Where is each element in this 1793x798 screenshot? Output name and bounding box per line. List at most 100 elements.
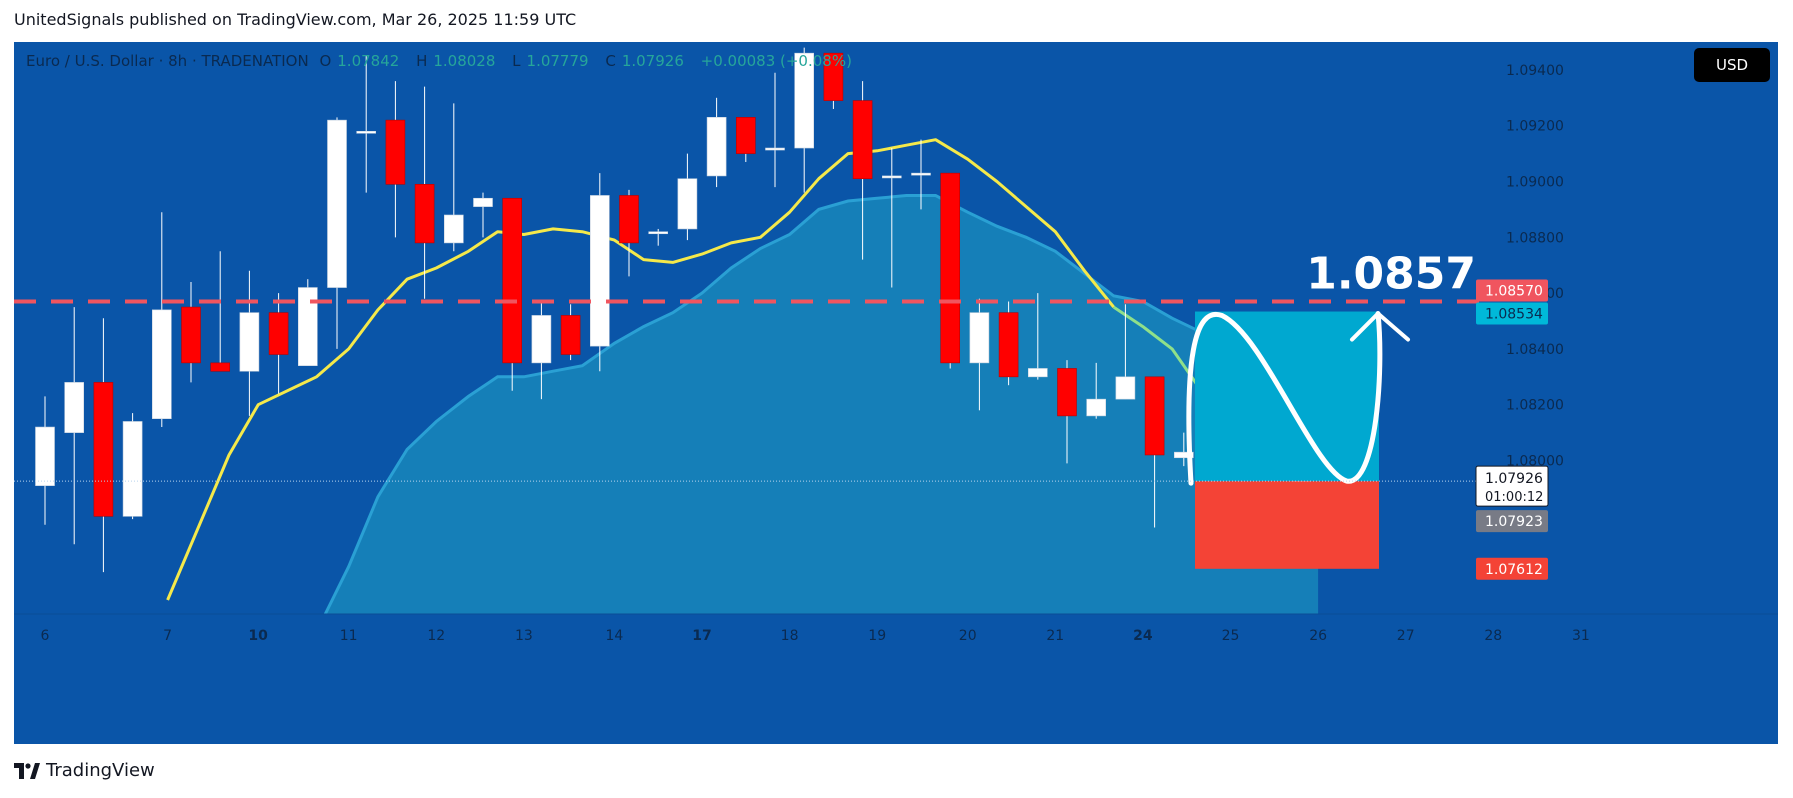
candle-up[interactable] (1086, 398, 1106, 417)
candle-down[interactable] (385, 119, 406, 185)
tradingview-logo-icon (14, 762, 40, 779)
x-tick-label: 20 (959, 628, 977, 644)
candle-down[interactable] (560, 315, 581, 355)
currency-button[interactable]: USD (1694, 48, 1770, 82)
candle-up[interactable] (35, 426, 55, 486)
y-tick-label: 1.08000 (1506, 454, 1564, 470)
candle-down[interactable] (619, 195, 639, 244)
candle-up[interactable] (881, 175, 902, 179)
countdown-label: 01:00:12 (1485, 490, 1543, 505)
x-tick-label: 10 (248, 628, 268, 644)
projection-curve (1186, 311, 1383, 486)
symbol-title[interactable]: Euro / U.S. Dollar · 8h · TRADENATION (26, 52, 309, 70)
candle-up[interactable] (122, 421, 143, 517)
candle-up[interactable] (239, 312, 260, 372)
candle-down[interactable] (998, 312, 1019, 378)
candle-up[interactable] (443, 214, 464, 244)
candle-down[interactable] (502, 197, 523, 364)
x-tick-label: 25 (1222, 628, 1240, 644)
candle-down[interactable] (93, 382, 114, 517)
candle-up[interactable] (152, 309, 172, 419)
candle-down[interactable] (1057, 368, 1077, 417)
candle-down[interactable] (210, 362, 230, 372)
candle-up[interactable] (911, 172, 931, 176)
y-tick-label: 1.08200 (1506, 398, 1564, 414)
y-tick-label: 1.08400 (1506, 342, 1564, 358)
publication-caption: UnitedSignals published on TradingView.c… (14, 10, 577, 29)
candle-up[interactable] (1115, 376, 1136, 400)
close-label: C (605, 52, 616, 70)
x-tick-label: 27 (1397, 628, 1415, 644)
price-chart[interactable]: 1.094001.092001.090001.088001.086001.084… (14, 42, 1778, 744)
candle-down[interactable] (181, 306, 201, 364)
high-value: 1.08028 (433, 52, 496, 70)
x-tick-label: 26 (1309, 628, 1327, 644)
close-value: 1.07926 (621, 52, 684, 70)
y-tick-label: 1.08800 (1506, 230, 1564, 246)
x-tick-label: 17 (692, 628, 711, 644)
candle-up[interactable] (297, 287, 318, 366)
open-label: O (319, 52, 332, 70)
candle-down[interactable] (940, 172, 961, 364)
tradingview-logo[interactable]: TradingView (14, 760, 155, 781)
low-label: L (512, 52, 521, 70)
candle-up[interactable] (648, 231, 669, 235)
bid-price-label-box (1476, 510, 1548, 533)
candle-up[interactable] (794, 52, 815, 149)
moving-average-line (166, 138, 1115, 601)
x-tick-label: 7 (163, 628, 172, 644)
candle-up[interactable] (706, 117, 727, 177)
last-price-box (1475, 465, 1549, 507)
x-tick-label: 28 (1484, 628, 1502, 644)
x-tick-label: 14 (605, 628, 623, 644)
stop-loss-price-label: 1.07612 (1485, 562, 1543, 578)
open-value: 1.07842 (337, 52, 400, 70)
last-price-label: 1.07926 (1485, 471, 1543, 487)
candle-down[interactable] (735, 117, 756, 154)
y-tick-label: 1.09200 (1506, 119, 1564, 135)
candle-down[interactable] (823, 52, 844, 101)
candle-up[interactable] (765, 147, 785, 151)
candle-down[interactable] (852, 100, 873, 180)
candle-down[interactable] (414, 184, 435, 244)
candle-up[interactable] (677, 178, 698, 230)
y-tick-label: 1.09000 (1506, 175, 1564, 191)
x-tick-label: 21 (1046, 628, 1064, 644)
target-price-label-box (1476, 279, 1548, 302)
candle-up[interactable] (589, 195, 610, 347)
candle-up[interactable] (327, 119, 347, 288)
candle-up[interactable] (64, 382, 85, 433)
x-tick-label: 19 (868, 628, 886, 644)
low-value: 1.07779 (526, 52, 589, 70)
candle-up[interactable] (1174, 451, 1194, 459)
cloud-edge-line (323, 194, 1319, 615)
candle-up[interactable] (356, 130, 377, 134)
candle-up[interactable] (531, 315, 552, 364)
ichimoku-cloud (325, 195, 1319, 614)
x-tick-label: 24 (1133, 628, 1153, 644)
x-tick-label: 6 (41, 628, 50, 644)
high-label: H (416, 52, 428, 70)
change-value: +0.00083 (+0.08%) (700, 52, 852, 70)
x-tick-label: 13 (515, 628, 533, 644)
x-tick-label: 11 (340, 628, 358, 644)
candle-up[interactable] (969, 312, 990, 364)
candle-up[interactable] (1027, 368, 1048, 378)
target-annotation: 1.0857 (1306, 248, 1476, 299)
target-price-label: 1.08570 (1485, 283, 1543, 299)
candle-down[interactable] (1144, 376, 1165, 456)
candle-up[interactable] (473, 197, 493, 207)
y-tick-label: 1.09400 (1506, 63, 1564, 79)
x-tick-label: 18 (781, 628, 799, 644)
take-profit-price-label: 1.08534 (1485, 306, 1543, 322)
chart-pane[interactable]: 1.094001.092001.090001.088001.086001.084… (14, 42, 1778, 744)
footer-brand: TradingView (46, 760, 155, 781)
stop-loss-zone[interactable] (1195, 481, 1379, 569)
bid-price-label: 1.07923 (1485, 514, 1543, 530)
candle-down[interactable] (268, 312, 289, 355)
take-profit-price-label-box (1476, 302, 1548, 325)
x-tick-label: 31 (1572, 628, 1590, 644)
arrow-up-icon (1350, 311, 1410, 342)
x-tick-label: 12 (427, 628, 445, 644)
